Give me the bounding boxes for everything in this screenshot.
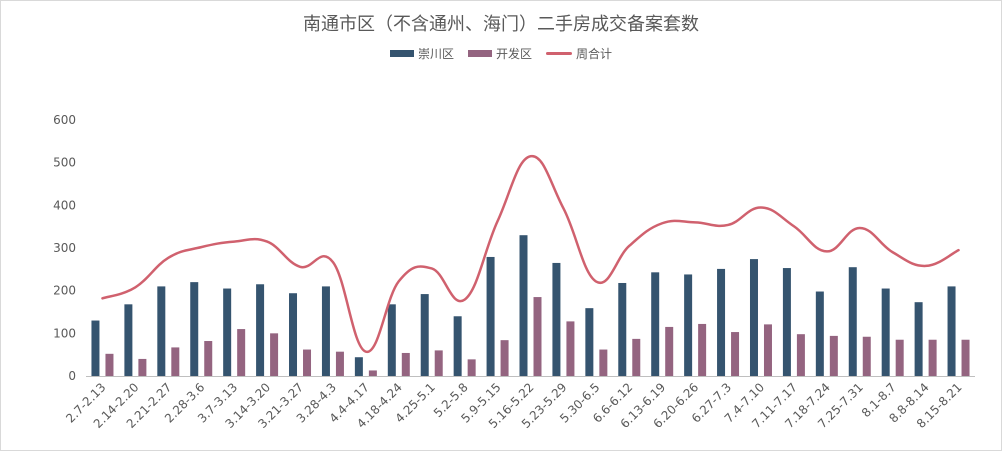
- y-tick-label: 100: [53, 326, 76, 340]
- bar-kaifaqu: [533, 297, 542, 376]
- bar-chongchuan: [914, 302, 923, 376]
- legend-swatch-kaifaqu: [467, 50, 492, 57]
- legend-label-chongchuan: 崇川区: [417, 47, 454, 61]
- y-tick-label: 500: [53, 156, 76, 170]
- bar-kaifaqu: [796, 334, 805, 376]
- bar-kaifaqu: [961, 339, 970, 376]
- bar-kaifaqu: [204, 341, 213, 376]
- bar-chongchuan: [289, 293, 298, 376]
- legend-swatch-weekly-total: [546, 52, 572, 55]
- bar-kaifaqu: [303, 349, 312, 376]
- bar-kaifaqu: [763, 324, 772, 376]
- bar-chongchuan: [486, 256, 495, 376]
- bar-chongchuan: [717, 268, 726, 376]
- bar-chongchuan: [519, 235, 528, 376]
- bar-chongchuan: [91, 320, 100, 376]
- bar-kaifaqu: [270, 333, 279, 376]
- chart-legend: 崇川区 开发区 周合计: [0, 45, 1002, 62]
- bar-kaifaqu: [632, 338, 641, 376]
- bar-chongchuan: [552, 262, 561, 376]
- bar-chongchuan: [453, 316, 462, 376]
- bar-kaifaqu: [105, 353, 114, 376]
- bar-chongchuan: [190, 282, 199, 376]
- bar-kaifaqu: [335, 351, 344, 376]
- bar-chongchuan: [815, 291, 824, 376]
- y-tick-label: 400: [53, 198, 76, 212]
- bar-chongchuan: [881, 288, 890, 376]
- bar-chongchuan: [947, 286, 956, 376]
- legend-item-kaifaqu: 开发区: [467, 45, 532, 62]
- bar-chongchuan: [618, 282, 627, 376]
- legend-item-chongchuan: 崇川区: [389, 45, 454, 62]
- bar-kaifaqu: [895, 339, 904, 376]
- y-tick-label: 0: [68, 369, 76, 383]
- y-tick-label: 200: [53, 284, 76, 298]
- bar-kaifaqu: [862, 336, 871, 376]
- bar-chongchuan: [223, 288, 232, 376]
- bar-chongchuan: [420, 294, 429, 376]
- bar-kaifaqu: [401, 352, 410, 376]
- bar-chongchuan: [585, 308, 594, 376]
- bar-chongchuan: [354, 357, 363, 376]
- bar-kaifaqu: [698, 323, 707, 376]
- bar-kaifaqu: [368, 370, 377, 376]
- bar-chongchuan: [684, 274, 693, 376]
- bar-kaifaqu: [434, 350, 443, 376]
- legend-label-weekly-total: 周合计: [576, 47, 613, 61]
- bar-chongchuan: [651, 272, 660, 376]
- bar-kaifaqu: [829, 335, 838, 376]
- chart-title: 南通市区（不含通州、海门）二手房成交备案套数: [303, 14, 699, 35]
- bar-kaifaqu: [928, 339, 937, 376]
- bar-chongchuan: [387, 304, 396, 376]
- bar-kaifaqu: [138, 358, 147, 376]
- legend-swatch-chongchuan: [389, 50, 414, 57]
- bar-kaifaqu: [731, 332, 740, 376]
- bar-chongchuan: [256, 284, 265, 376]
- bar-kaifaqu: [171, 347, 180, 376]
- legend-label-kaifaqu: 开发区: [495, 47, 532, 61]
- bar-kaifaqu: [665, 326, 674, 376]
- legend-item-weekly-total: 周合计: [546, 45, 612, 62]
- bar-kaifaqu: [237, 329, 246, 376]
- y-tick-label: 300: [53, 241, 76, 255]
- y-tick-label: 600: [53, 113, 76, 127]
- bar-kaifaqu: [500, 340, 509, 376]
- line-weekly-total: [101, 155, 960, 353]
- bar-chongchuan: [157, 286, 166, 376]
- bar-kaifaqu: [467, 359, 476, 376]
- bar-chongchuan: [321, 286, 330, 376]
- bar-kaifaqu: [599, 349, 608, 376]
- bar-chongchuan: [124, 304, 133, 376]
- bar-chongchuan: [848, 267, 857, 376]
- bar-kaifaqu: [566, 321, 575, 376]
- bar-chongchuan: [782, 268, 791, 376]
- bar-chongchuan: [749, 259, 758, 376]
